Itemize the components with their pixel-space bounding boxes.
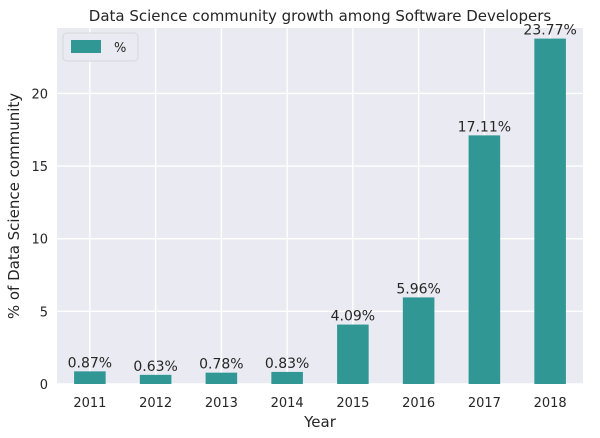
chart-title: Data Science community growth among Soft…	[89, 7, 552, 25]
y-axis-label: % of Data Science community	[5, 93, 23, 319]
y-tick-label: 15	[31, 160, 48, 175]
data-label-2016: 5.96%	[396, 281, 440, 297]
bar-2013	[205, 372, 238, 384]
bar-2018	[534, 38, 566, 384]
x-tick-label-2015: 2015	[336, 396, 369, 411]
y-tick-labels: 0 5 10 15 20	[31, 87, 48, 393]
x-tick-label-2014: 2014	[271, 396, 304, 411]
y-tick-label: 20	[31, 87, 48, 102]
data-label-2018: 23.77%	[523, 23, 576, 39]
bar-2012	[139, 374, 172, 384]
x-tick-label-2016: 2016	[402, 396, 435, 411]
data-label-2013: 0.78%	[199, 357, 243, 373]
data-label-2014: 0.83%	[265, 356, 309, 372]
y-tick-label: 5	[40, 305, 48, 320]
y-tick-label: 0	[40, 378, 48, 393]
bar-2011	[74, 371, 106, 384]
plot-area	[57, 28, 583, 384]
y-tick-label: 10	[31, 233, 48, 248]
data-label-2011: 0.87%	[68, 355, 112, 371]
bar-2017	[468, 135, 501, 384]
x-tick-label-2017: 2017	[468, 396, 501, 411]
bar-2014	[271, 371, 303, 384]
data-labels: 0.87% 0.63% 0.78% 0.83% 4.09% 5.96% 17.11% 23.7…	[68, 23, 577, 375]
legend-label: %	[114, 41, 126, 56]
data-label-2012: 0.63%	[133, 359, 177, 375]
bar-2016	[402, 297, 435, 384]
bar-2015	[337, 324, 369, 384]
legend: %	[62, 32, 139, 62]
legend-swatch	[71, 40, 101, 53]
x-axis-label: Year	[303, 413, 337, 431]
bars	[74, 38, 566, 384]
x-tick-labels: 2011 2012 2013 2014 2015 2016 2017 2018	[73, 396, 566, 411]
data-label-2017: 17.11%	[458, 119, 511, 135]
x-tick-label-2018: 2018	[534, 396, 567, 411]
x-tick-label-2012: 2012	[139, 396, 172, 411]
x-tick-label-2013: 2013	[205, 396, 238, 411]
x-tick-label-2011: 2011	[73, 396, 106, 411]
data-label-2015: 4.09%	[331, 309, 375, 325]
